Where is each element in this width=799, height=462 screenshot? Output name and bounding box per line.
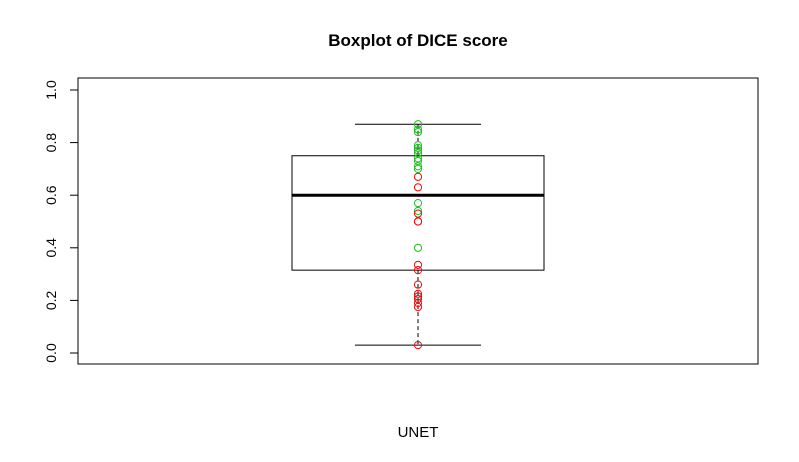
data-point: [413, 183, 423, 192]
y-tick-label: 0.6: [43, 185, 59, 205]
y-tick-label: 0.0: [43, 343, 59, 363]
y-axis-ticks: 0.0 0.2 0.4 0.6 0.8 1.0: [43, 80, 78, 363]
data-point: [413, 266, 423, 275]
y-tick-label: 0.2: [43, 290, 59, 310]
data-point: [413, 146, 423, 155]
data-point: [413, 206, 423, 216]
chart-title: Boxplot of DICE score: [328, 31, 507, 50]
data-point: [413, 149, 423, 158]
data-point: [413, 154, 423, 163]
data-point: [413, 341, 423, 350]
y-tick-label: 1.0: [43, 80, 59, 100]
data-point: [413, 289, 423, 298]
data-point: [413, 209, 423, 218]
data-point: [413, 302, 423, 312]
data-point: [413, 217, 423, 226]
data-point: [413, 125, 423, 134]
y-tick-label: 0.4: [43, 238, 59, 258]
boxplot-unet: [291, 123, 545, 346]
data-point: [413, 156, 423, 166]
data-point: [413, 294, 423, 304]
data-point: [413, 172, 423, 181]
data-points: [413, 120, 423, 350]
data-point: [413, 280, 423, 289]
data-point: [413, 141, 423, 150]
data-point: [413, 260, 423, 269]
data-point: [413, 298, 423, 308]
data-point: [413, 162, 423, 171]
y-tick-label: 0.8: [43, 133, 59, 153]
x-axis-label: UNET: [398, 424, 439, 441]
data-point: [413, 243, 423, 252]
data-point: [413, 127, 423, 137]
interquartile-box: [291, 155, 545, 271]
data-point: [413, 143, 423, 152]
data-point: [413, 292, 423, 301]
data-point: [413, 198, 423, 208]
data-point: [413, 120, 423, 129]
data-point: [413, 164, 423, 173]
